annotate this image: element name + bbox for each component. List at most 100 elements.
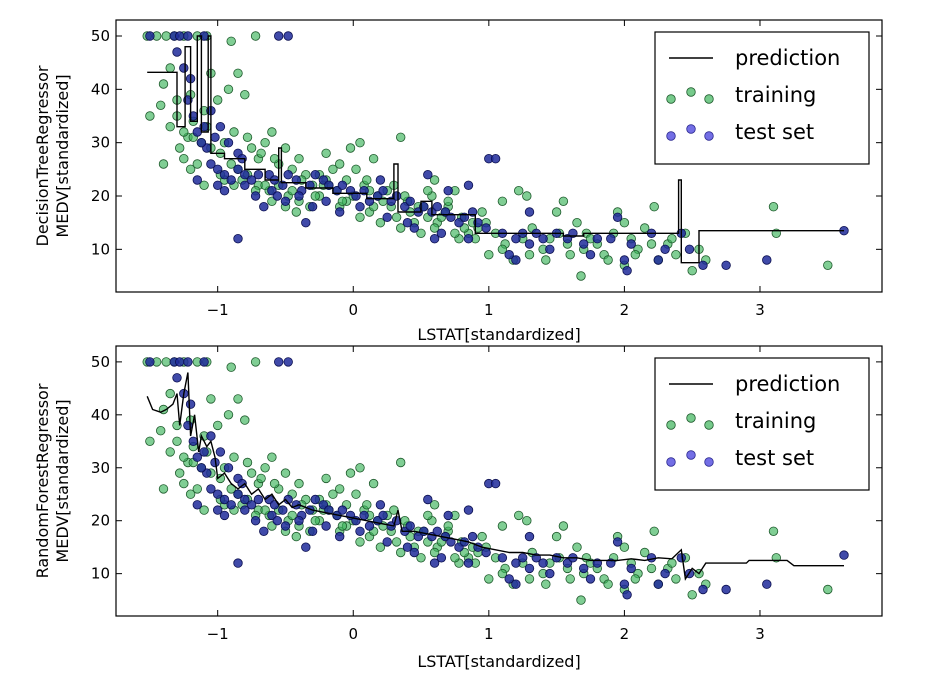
test-point: [250, 516, 261, 526]
test-point: [378, 185, 388, 196]
test-point: [301, 217, 311, 228]
x-tick-label: −1: [207, 301, 229, 319]
training-point: [551, 207, 562, 217]
training-point: [484, 249, 494, 260]
training-point: [226, 36, 236, 47]
test-point: [375, 175, 386, 185]
test-point: [212, 164, 223, 175]
training-point: [337, 521, 348, 531]
training-point: [215, 473, 226, 484]
test-point: [183, 31, 193, 41]
training-point: [229, 127, 239, 137]
training-point: [287, 510, 297, 521]
training-point: [576, 271, 586, 281]
training-point: [497, 568, 508, 579]
test-point: [524, 531, 535, 542]
training-point: [565, 574, 575, 584]
test-point: [192, 127, 203, 137]
training-point: [687, 590, 697, 600]
training-point: [671, 574, 681, 584]
test-point: [174, 31, 185, 41]
y-tick-label: 50: [91, 27, 110, 45]
y-tick-label: 50: [91, 353, 110, 371]
test-point: [405, 196, 415, 207]
training-point: [646, 563, 657, 574]
training-point: [450, 228, 460, 239]
training-point: [335, 484, 345, 494]
test-point: [490, 153, 501, 164]
training-point: [362, 500, 372, 510]
training-point: [226, 159, 236, 169]
test-point: [301, 542, 311, 552]
training-point: [423, 510, 433, 521]
training-point: [396, 457, 406, 468]
legend-training-swatch: [686, 87, 696, 97]
test-point: [212, 489, 223, 499]
test-point: [538, 558, 548, 568]
training-point: [423, 185, 433, 196]
training-point: [223, 84, 234, 95]
axes-frame: [115, 345, 883, 617]
test-point: [307, 526, 318, 537]
training-point: [192, 159, 203, 169]
training-point: [524, 249, 535, 260]
test-point: [321, 196, 331, 207]
test-point: [250, 191, 261, 201]
legend-training-label: training: [735, 409, 816, 433]
test-point: [355, 201, 365, 212]
training-point: [158, 484, 169, 494]
training-point: [572, 217, 582, 228]
test-point: [612, 537, 623, 547]
test-point: [653, 579, 664, 589]
training-point: [768, 201, 779, 212]
test-point: [246, 500, 257, 510]
training-point: [192, 484, 203, 494]
test-point: [269, 500, 280, 510]
test-point: [839, 550, 849, 560]
training-point: [267, 127, 277, 137]
test-point: [185, 399, 196, 409]
legend-test-swatch: [666, 131, 676, 141]
training-point: [355, 212, 365, 223]
training-point: [497, 521, 508, 531]
y-tick-label: 40: [91, 406, 110, 424]
legend: prediction training test set: [654, 31, 870, 165]
x-tick-label: 1: [484, 625, 494, 643]
test-point: [237, 478, 247, 489]
training-point: [649, 526, 659, 537]
test-point: [446, 537, 456, 547]
test-point: [646, 553, 657, 563]
test-point: [762, 255, 772, 265]
test-point: [375, 500, 386, 510]
test-point: [579, 239, 589, 249]
x-tick-label: 0: [348, 301, 358, 319]
test-point: [497, 553, 508, 563]
test-point: [443, 185, 453, 196]
test-point: [283, 31, 293, 41]
training-point: [551, 531, 562, 542]
test-point: [283, 169, 293, 180]
test-point: [335, 531, 345, 542]
training-point: [155, 100, 166, 111]
test-point: [210, 132, 220, 143]
training-point: [158, 79, 169, 89]
test-point: [409, 223, 420, 233]
training-point: [226, 484, 236, 494]
training-point: [524, 574, 535, 584]
test-point: [259, 201, 269, 212]
y-axis-label-model: DecisionTreeRegressor: [33, 65, 52, 246]
test-point: [246, 175, 257, 185]
test-point: [364, 521, 375, 531]
training-point: [246, 143, 257, 153]
test-point: [481, 547, 491, 558]
test-point: [524, 239, 535, 249]
test-point: [698, 584, 708, 595]
legend-training-label: training: [735, 83, 816, 107]
legend-test-label: test set: [735, 120, 814, 144]
test-point: [423, 494, 433, 505]
plot-area: [142, 31, 849, 281]
test-point: [592, 233, 603, 244]
x-tick-label: 2: [620, 625, 630, 643]
test-point: [212, 505, 223, 515]
y-axis-label-target: MEDV[standardized]: [53, 74, 72, 237]
